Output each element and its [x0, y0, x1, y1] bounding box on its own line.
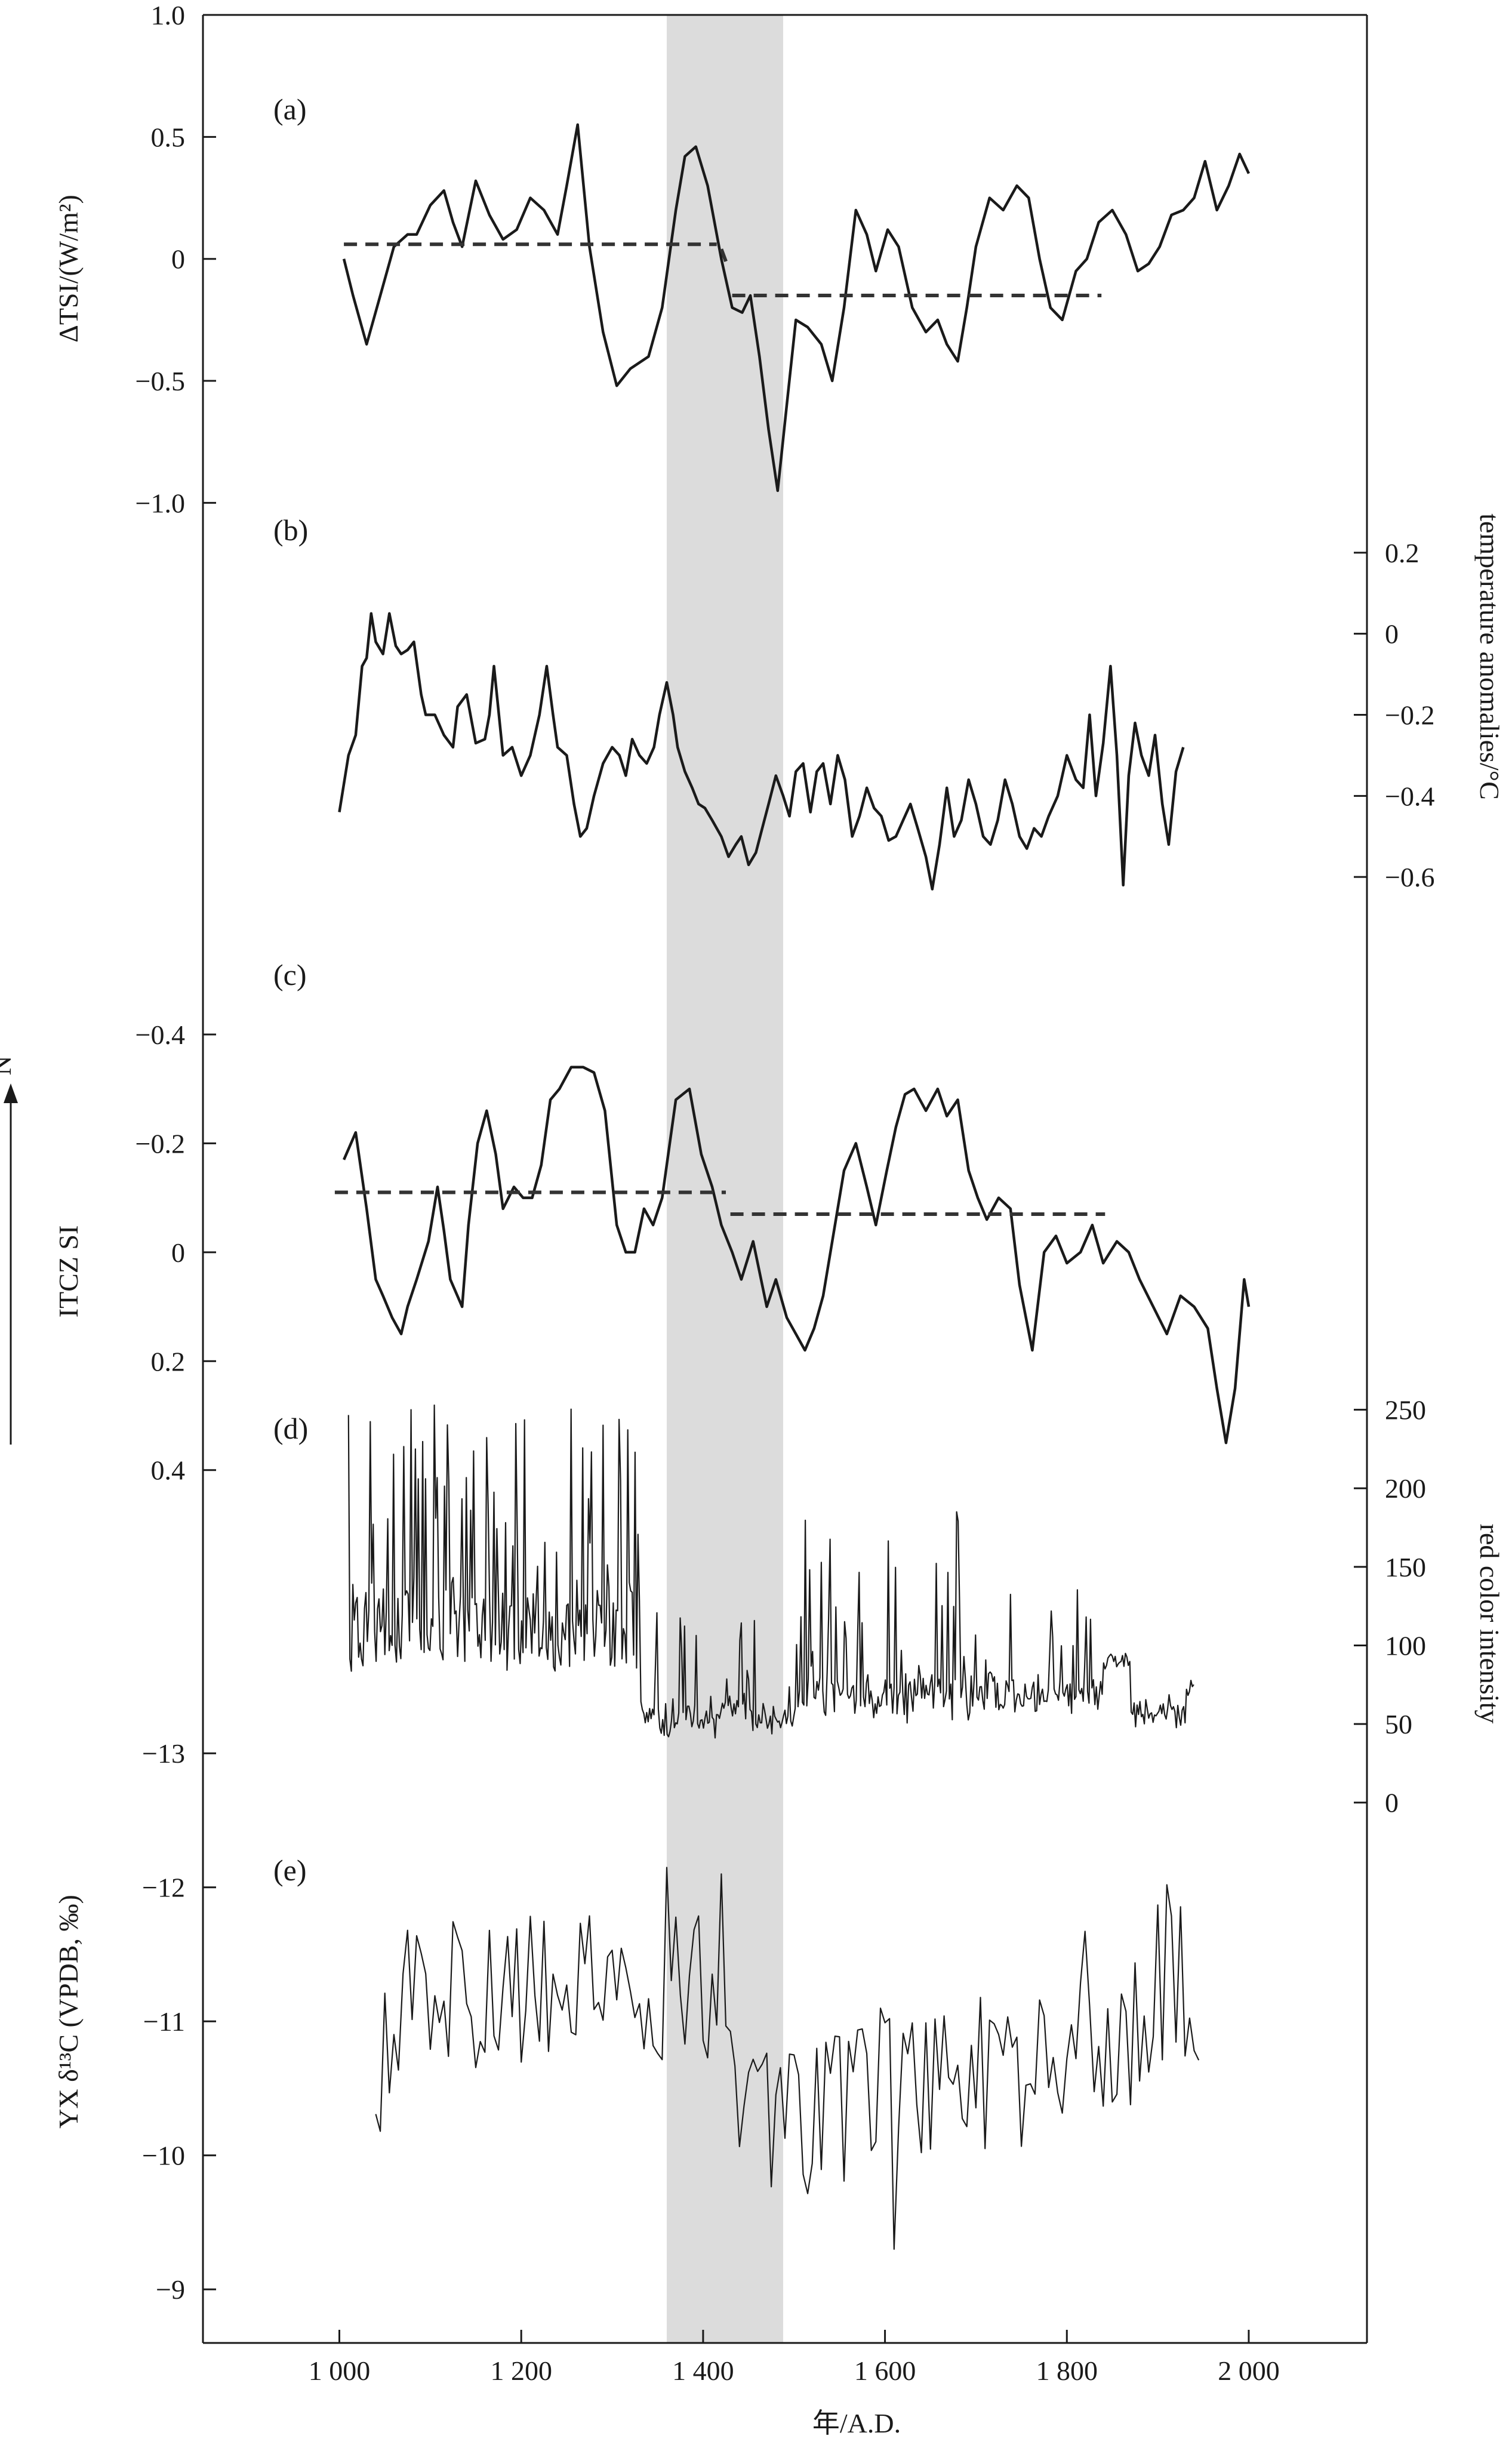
panel-a-y-tick-label: −0.5 [136, 366, 185, 396]
shaded-interval [666, 15, 783, 2343]
panel-c-y-tick-label: 0 [171, 1237, 185, 1268]
panel-d-y-tick-label: 150 [1385, 1552, 1426, 1582]
panel-c-extra-tick-label: 0.4 [151, 1455, 186, 1486]
x-tick-label: 1 200 [490, 2355, 552, 2386]
panel-a-series-mean-line-2 [719, 248, 731, 270]
panel-b-y-tick-label: 0 [1385, 619, 1399, 649]
panel-b-y-axis-title: temperature anomalies/°C [1474, 513, 1505, 800]
panel-e-y-tick-label: −9 [156, 2274, 185, 2305]
panel-e-y-axis-title: YX δ¹³C (VPDB, ‰) [53, 1895, 84, 2129]
panel-b-y-tick-label: −0.6 [1385, 862, 1434, 892]
panel-d-y-tick-label: 50 [1385, 1709, 1412, 1739]
panel-b-y-tick-label: −0.4 [1385, 781, 1434, 811]
panel-b-y-tick-label: −0.2 [1385, 700, 1434, 731]
panel-d-y-axis-title: red color intensity [1474, 1524, 1505, 1724]
panel-a-y-tick-label: 0 [171, 244, 185, 275]
plot-area [334, 123, 1251, 2250]
panel-d-y-tick-label: 0 [1385, 1788, 1399, 1818]
panel-d-y-tick-label: 200 [1385, 1473, 1426, 1504]
x-tick-label: 1 800 [1036, 2355, 1098, 2386]
x-tick-label: 2 000 [1218, 2355, 1280, 2386]
panel-c-y-tick-label: 0.2 [151, 1346, 186, 1377]
panel-e-y-tick-label: −11 [143, 2006, 185, 2037]
panel-d-y-tick-label: 250 [1385, 1395, 1426, 1425]
panel-a-y-tick-label: 1.0 [151, 0, 186, 30]
x-tick-label: 1 400 [672, 2355, 734, 2386]
panel-a-label: (a) [273, 93, 307, 126]
panel-b-y-tick-label: 0.2 [1385, 538, 1419, 568]
x-tick-label: 1 000 [309, 2355, 371, 2386]
ticks: 1 000 1 200 1 400 1 600 1 800 2 000 1.0 0.5 0 −0.… [136, 0, 1435, 2386]
north-arrow-label: N [0, 1055, 17, 1075]
panel-a-y-tick-label: 0.5 [151, 122, 186, 152]
panel-b-series-line-0 [338, 612, 1185, 891]
panel-b-label: (b) [273, 513, 308, 547]
panel-e-y-tick-label: −10 [142, 2141, 185, 2171]
panel-a-y-tick-label: −1.0 [136, 488, 185, 518]
panel-e-series-line-0 [375, 1867, 1200, 2250]
panel-a-y-axis-title: ΔTSI/(W/m²) [53, 195, 84, 343]
panel-e-extra-tick-label: −13 [142, 1738, 185, 1769]
panel-c-series-line-0 [343, 1066, 1251, 1445]
panel-d-y-tick-label: 100 [1385, 1630, 1426, 1661]
panel-e-label: (e) [273, 1853, 307, 1887]
panel-e-y-tick-label: −12 [142, 1873, 185, 1903]
panel-c-y-tick-label: −0.4 [136, 1020, 185, 1050]
panel-d-label: (d) [273, 1412, 308, 1445]
x-tick-label: 1 600 [854, 2355, 916, 2386]
panel-c-label: (c) [273, 958, 307, 991]
x-axis-title: 年/A.D. [812, 2408, 901, 2438]
panel-c-y-axis-title: ITCZ SI [53, 1225, 84, 1318]
panel-c-y-tick-label: −0.2 [136, 1128, 185, 1159]
panel-a-series-line-0 [342, 123, 1251, 492]
north-arrow-icon [4, 1083, 18, 1445]
panel-d-series-line-0 [347, 1404, 1194, 1739]
